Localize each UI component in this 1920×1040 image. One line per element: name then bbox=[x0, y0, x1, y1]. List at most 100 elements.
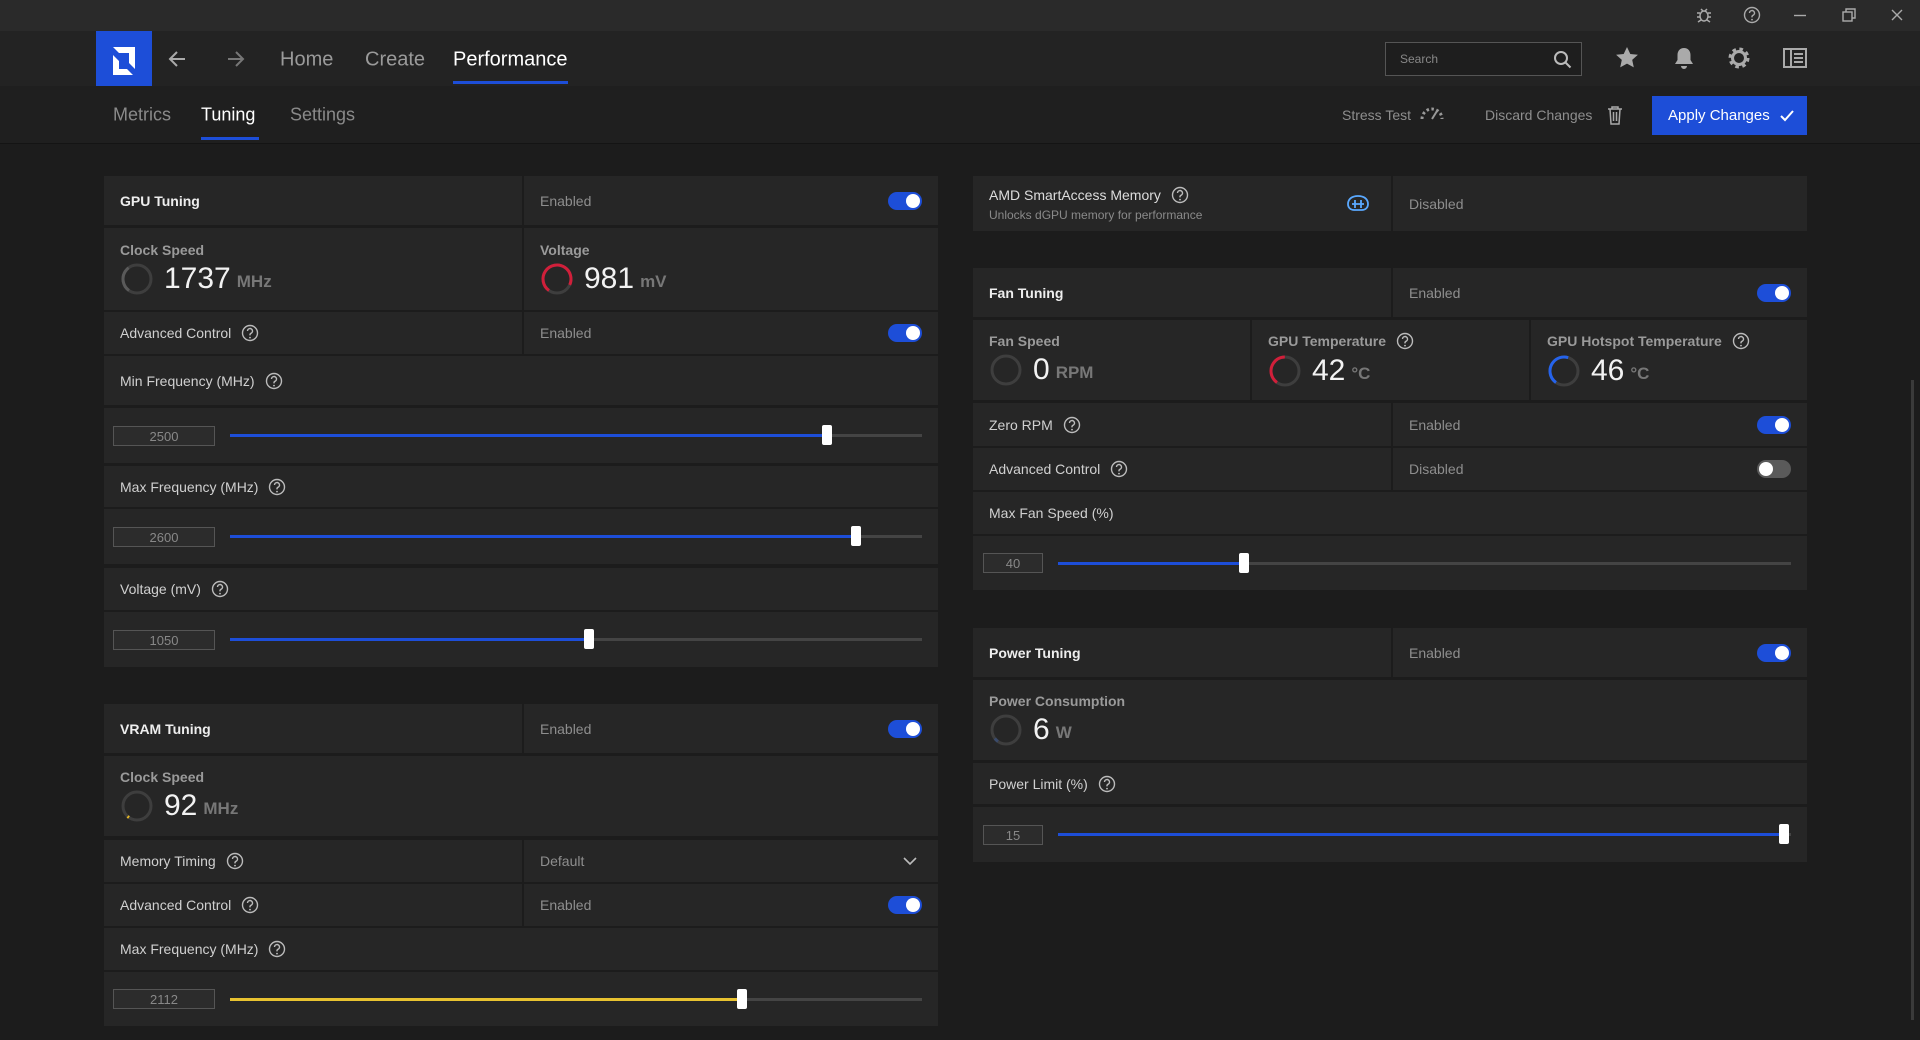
help-icon[interactable] bbox=[1063, 416, 1081, 434]
close-button[interactable] bbox=[1888, 6, 1906, 24]
gauge-arc bbox=[541, 263, 573, 295]
slider-track[interactable] bbox=[230, 629, 922, 649]
minimize-button[interactable] bbox=[1791, 6, 1809, 24]
gauge bbox=[1548, 355, 1580, 387]
slider-thumb[interactable] bbox=[850, 526, 861, 546]
toggle[interactable] bbox=[888, 324, 922, 342]
help-mark bbox=[1103, 778, 1110, 786]
help-icon[interactable] bbox=[241, 324, 259, 342]
help-icon[interactable] bbox=[1732, 332, 1750, 350]
metric: Fan Speed 0 RPM bbox=[973, 320, 1250, 400]
toggle[interactable] bbox=[888, 896, 922, 914]
help-dot bbox=[272, 384, 275, 386]
slider-thumb[interactable] bbox=[1778, 824, 1789, 844]
toggle[interactable] bbox=[1757, 415, 1791, 434]
tab-underline bbox=[201, 137, 259, 140]
slider-label: Power Limit (%) bbox=[973, 763, 1807, 804]
notifications-icon[interactable] bbox=[1671, 45, 1697, 71]
setting-value[interactable]: Enabled bbox=[524, 884, 938, 926]
metric: Clock Speed 1737 MHz bbox=[104, 228, 522, 310]
forward-button[interactable] bbox=[222, 46, 248, 72]
metric-label-row: GPU Temperature bbox=[1268, 332, 1414, 350]
nav-create[interactable]: Create bbox=[365, 48, 426, 71]
slider-thumb[interactable] bbox=[1239, 552, 1250, 573]
help-icon[interactable] bbox=[211, 580, 229, 598]
help-icon[interactable] bbox=[1098, 775, 1116, 793]
restore-button[interactable] bbox=[1840, 6, 1858, 24]
setting-value[interactable]: Default bbox=[524, 840, 938, 882]
gauge bbox=[1269, 355, 1301, 387]
slider-value-box[interactable]: 15 bbox=[983, 824, 1043, 845]
nav-performance[interactable]: Performance bbox=[453, 48, 568, 71]
slider-label: Voltage (mV) bbox=[104, 568, 938, 610]
help-icon[interactable] bbox=[268, 940, 286, 958]
slider-value-box[interactable]: 2600 bbox=[113, 526, 215, 547]
gauge bbox=[121, 790, 153, 822]
slider-thumb[interactable] bbox=[737, 988, 748, 1009]
settings-icon[interactable] bbox=[1726, 45, 1752, 71]
help-dot bbox=[276, 952, 279, 955]
help-icon[interactable] bbox=[241, 896, 259, 914]
help-icon[interactable] bbox=[1171, 186, 1189, 204]
tab-settings[interactable]: Settings bbox=[290, 104, 356, 125]
toggle[interactable] bbox=[888, 719, 922, 738]
slider-track[interactable] bbox=[230, 988, 922, 1009]
help-button[interactable] bbox=[1743, 6, 1761, 24]
setting-value-text: Default bbox=[540, 853, 585, 869]
search-box[interactable]: Search bbox=[1385, 42, 1582, 76]
setting-value[interactable]: Enabled bbox=[1393, 403, 1807, 446]
check-icon bbox=[1780, 110, 1794, 122]
slider-value-box[interactable]: 1050 bbox=[113, 629, 215, 650]
setting-label-text: Advanced Control bbox=[120, 897, 232, 913]
tab-tuning[interactable]: Tuning bbox=[201, 104, 256, 125]
setting-label-text: Memory Timing bbox=[120, 853, 216, 869]
help-dot bbox=[1105, 787, 1108, 789]
help-icon[interactable] bbox=[1396, 332, 1414, 350]
help-icon[interactable] bbox=[226, 852, 244, 870]
slider-track[interactable] bbox=[230, 526, 922, 546]
section-header: Power Tuning bbox=[973, 628, 1391, 677]
toggle[interactable] bbox=[888, 191, 922, 210]
apply-changes-label: Apply Changes bbox=[1668, 107, 1770, 124]
discard-changes-button[interactable]: Discard Changes bbox=[1485, 107, 1593, 123]
back-button[interactable] bbox=[165, 46, 191, 72]
toggle[interactable] bbox=[1757, 643, 1791, 662]
stress-test-button[interactable]: Stress Test bbox=[1342, 107, 1411, 123]
nav-home[interactable]: Home bbox=[280, 48, 334, 71]
metric-label: Fan Speed bbox=[989, 333, 1060, 349]
slider-value-box[interactable]: 40 bbox=[983, 553, 1043, 573]
help-dot bbox=[233, 864, 236, 867]
gauge-arc bbox=[990, 354, 1022, 386]
apply-changes-button[interactable]: Apply Changes bbox=[1652, 96, 1807, 135]
section-title: GPU Tuning bbox=[120, 192, 200, 209]
help-icon[interactable] bbox=[268, 478, 286, 496]
metric-value: 1737 bbox=[164, 262, 231, 295]
toggle[interactable] bbox=[1757, 460, 1791, 478]
gauge-arc bbox=[1548, 355, 1580, 387]
slider-value-box[interactable]: 2500 bbox=[113, 425, 215, 446]
slider-thumb[interactable] bbox=[584, 629, 595, 649]
status-text: Enabled bbox=[1409, 644, 1461, 661]
debug-icon[interactable] bbox=[1695, 6, 1713, 24]
help-icon[interactable] bbox=[1110, 460, 1128, 478]
slider-track[interactable] bbox=[230, 425, 922, 445]
favorites-icon[interactable] bbox=[1614, 45, 1640, 71]
slider-label: Max Frequency (MHz) bbox=[104, 928, 938, 970]
slider-label: Max Fan Speed (%) bbox=[973, 492, 1807, 534]
help-dot bbox=[1118, 472, 1121, 475]
slider-track[interactable] bbox=[1058, 552, 1791, 573]
help-icon[interactable] bbox=[265, 372, 283, 390]
toggle[interactable] bbox=[1757, 283, 1791, 302]
slider-label-text: Power Limit (%) bbox=[989, 775, 1088, 792]
setting-value[interactable]: Disabled bbox=[1393, 448, 1807, 490]
slider-track[interactable] bbox=[1058, 824, 1791, 844]
logo[interactable] bbox=[96, 31, 152, 86]
slider-thumb[interactable] bbox=[821, 425, 832, 445]
slider-value-box[interactable]: 2112 bbox=[113, 989, 215, 1009]
sam-subtitle: Unlocks dGPU memory for performance bbox=[989, 207, 1203, 222]
layout-icon[interactable] bbox=[1782, 45, 1808, 71]
setting-value[interactable]: Enabled bbox=[524, 312, 938, 354]
metric-unit: W bbox=[1055, 723, 1072, 742]
tab-metrics[interactable]: Metrics bbox=[113, 104, 171, 125]
